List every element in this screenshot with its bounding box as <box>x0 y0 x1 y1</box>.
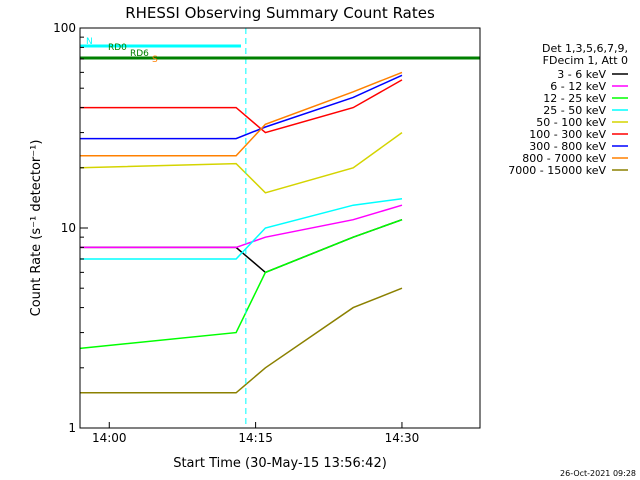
y-tick-label-0: 1 <box>68 421 76 435</box>
series-line-7 <box>80 71 403 157</box>
legend-label-6: 300 - 800 keV <box>529 140 606 153</box>
flag-label-0: N <box>86 37 93 47</box>
series-line-4 <box>79 131 403 194</box>
legend-label-3: 25 - 50 keV <box>543 104 606 117</box>
series-line-1 <box>80 204 403 249</box>
plot-frame <box>79 27 481 429</box>
x-tick-label-1: 14:15 <box>238 431 273 445</box>
series-line-3 <box>80 198 403 260</box>
series-line-5 <box>80 79 403 134</box>
timestamp: 26-Oct-2021 09:28 <box>560 469 636 478</box>
y-tick-label-1: 10 <box>61 221 76 235</box>
x-tick-label-2: 14:30 <box>385 431 420 445</box>
series-line-8 <box>80 287 403 394</box>
series-line-6 <box>80 74 403 140</box>
legend-header-0: Det 1,3,5,6,7,9, <box>542 42 628 55</box>
chart-title: RHESSI Observing Summary Count Rates <box>125 4 435 22</box>
legend-label-4: 50 - 100 keV <box>536 116 606 129</box>
legend-label-8: 7000 - 15000 keV <box>508 164 606 177</box>
flag-label-1: RD0 <box>108 43 127 53</box>
legend-label-5: 100 - 300 keV <box>529 128 606 141</box>
legend-label-0: 3 - 6 keV <box>557 68 606 81</box>
x-tick-label-0: 14:00 <box>92 431 127 445</box>
legend-label-7: 800 - 7000 keV <box>522 152 606 165</box>
legend-label-2: 12 - 25 keV <box>543 92 606 105</box>
flag-label-2: RD6 <box>130 49 149 59</box>
y-axis-label: Count Rate (s⁻¹ detector⁻¹) <box>29 140 44 317</box>
x-axis-label: Start Time (30-May-15 13:56:42) <box>173 456 387 471</box>
series-line-2 <box>79 218 403 350</box>
flag-label-3: S <box>152 55 158 65</box>
legend-label-1: 6 - 12 keV <box>550 80 606 93</box>
legend-header-1: FDecim 1, Att 0 <box>543 54 628 67</box>
y-tick-label-2: 100 <box>53 21 76 35</box>
